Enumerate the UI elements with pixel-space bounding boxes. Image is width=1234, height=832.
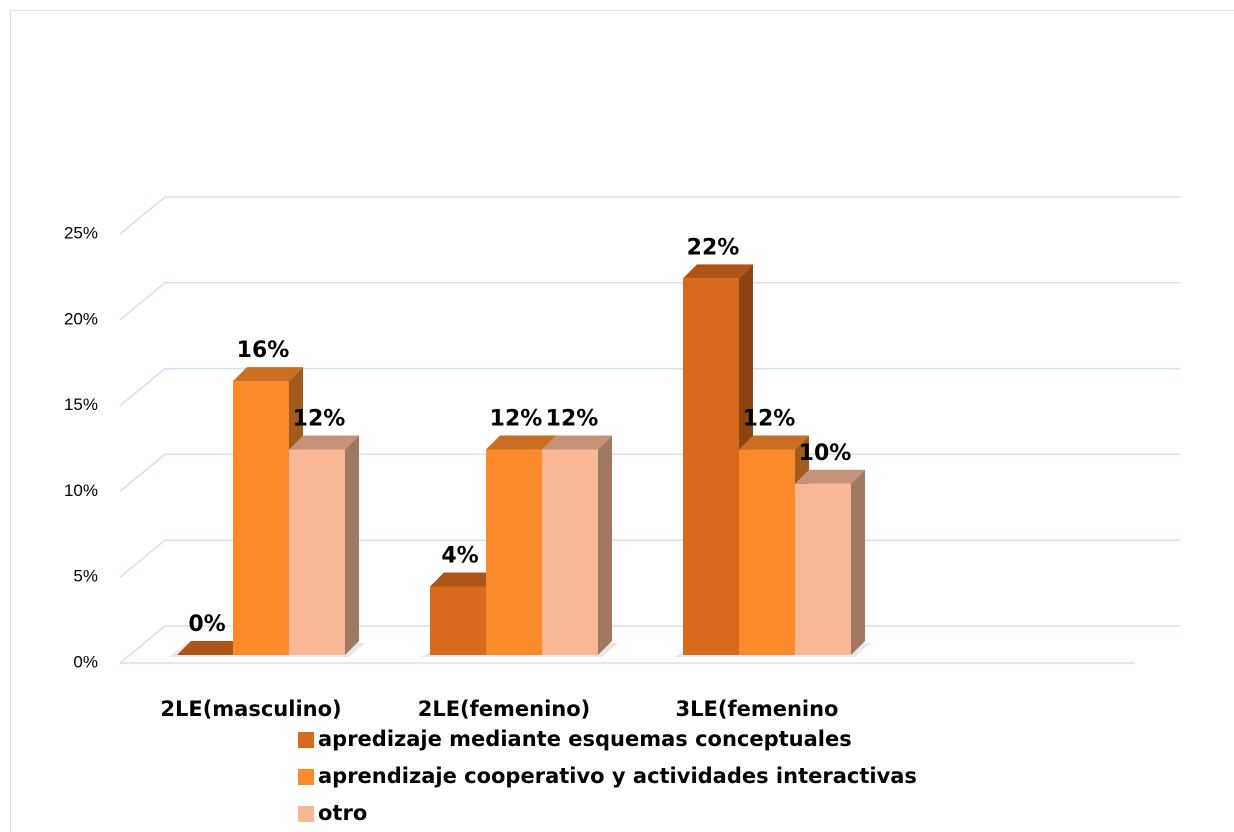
legend-swatch [298,806,314,822]
bar-side [598,435,612,655]
value-label: 22% [687,235,740,260]
bar-front [683,278,739,655]
y-tick-label: 10% [64,481,98,500]
value-label: 16% [237,338,290,363]
bar-front [739,449,795,655]
x-tick-label: 2LE(masculino) [160,697,341,721]
bar-front [795,483,851,655]
bar-top [683,264,753,279]
bar-top [233,367,303,382]
bar-top [795,469,865,484]
bar-top [486,435,556,450]
y-tick-label: 15% [64,395,98,414]
grid-line [119,453,1180,492]
value-label: 10% [799,441,852,466]
bar [177,641,247,655]
legend-label: apredizaje mediante esquemas conceptuale… [318,727,852,751]
x-tick-label: 2LE(femenino) [418,697,591,721]
legend-label: aprendizaje cooperativo y actividades in… [318,764,917,788]
value-label: 12% [743,407,796,432]
value-label: 4% [441,544,478,569]
legend-swatch [298,732,314,748]
bar-front [486,449,542,655]
bar [542,435,612,655]
bar [795,469,865,655]
bar-top [739,435,809,450]
y-tick-label: 5% [73,567,98,586]
bar [683,264,753,655]
bar-side [345,435,359,655]
bar [289,435,359,655]
bar-front [233,381,289,655]
bar-top [289,435,359,450]
bar-front [542,449,598,655]
chart-border [10,10,1234,832]
bar-front [289,449,345,655]
bar-side [851,469,865,655]
grid-line [119,367,1180,407]
grid-line [119,196,1180,235]
legend-swatch [298,769,314,785]
value-label: 12% [293,407,346,432]
y-tick-label: 25% [64,223,98,242]
bar-front [430,586,486,655]
legend-label: otro [318,801,367,825]
bar-top [177,641,247,655]
y-tick-label: 20% [64,309,98,328]
x-tick-label: 3LE(femenino [676,697,839,721]
value-label: 0% [188,612,225,637]
bar-top [430,572,500,587]
value-label: 12% [490,407,543,432]
grid-line [119,282,1180,321]
y-tick-label: 0% [73,652,98,671]
value-label: 12% [546,407,599,432]
bar-top [542,435,612,450]
